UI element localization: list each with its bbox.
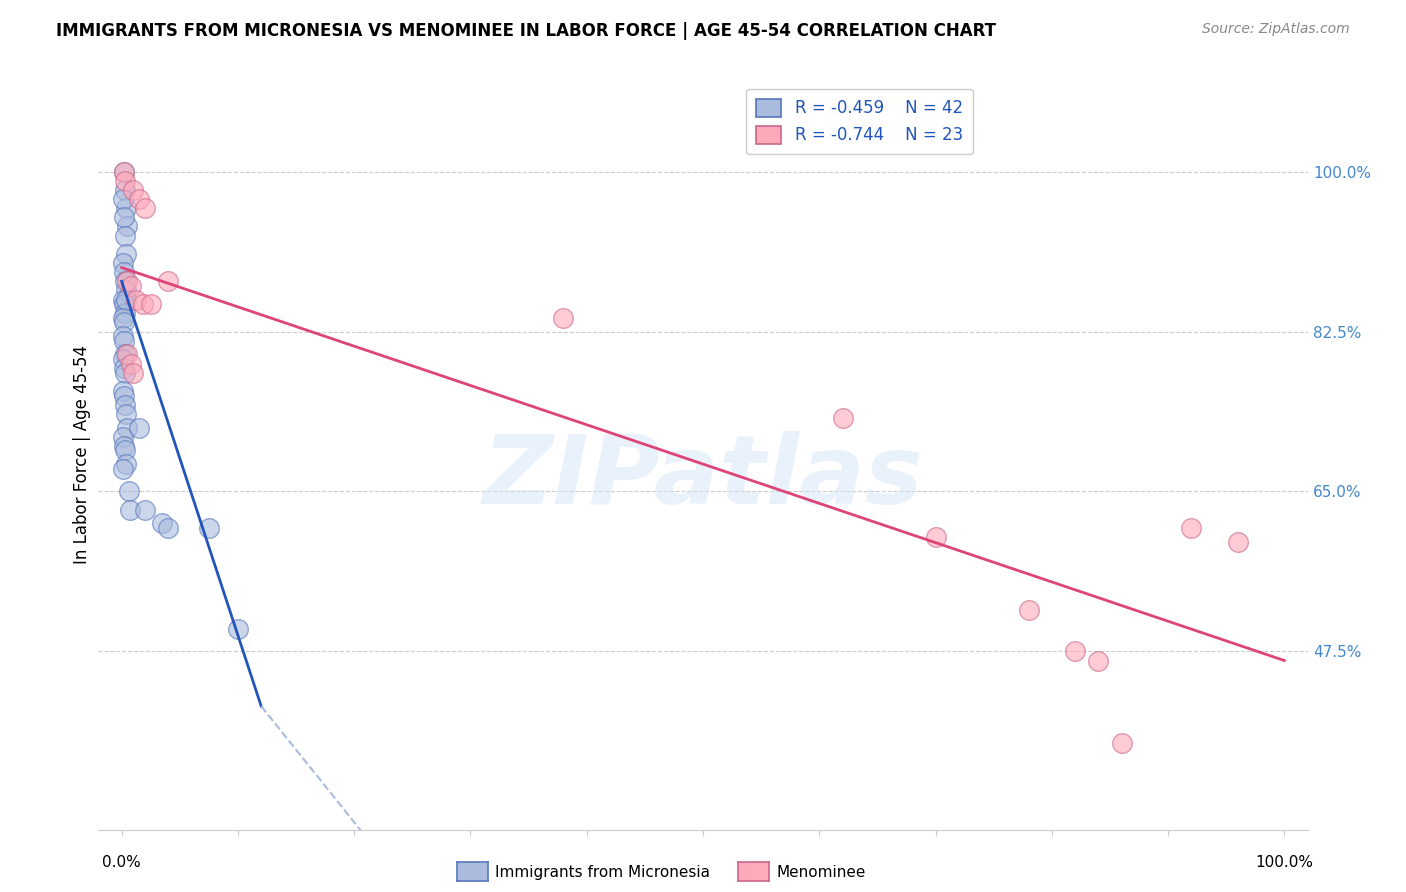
Point	[1180, 521, 1202, 535]
Point	[134, 502, 156, 516]
Point	[120, 357, 142, 371]
Point	[111, 310, 134, 325]
Point	[1111, 736, 1133, 750]
Point	[831, 411, 853, 425]
Point	[122, 183, 145, 197]
Text: Menominee: Menominee	[776, 865, 866, 880]
Point	[111, 329, 134, 343]
Legend: R = -0.459    N = 42, R = -0.744    N = 23: R = -0.459 N = 42, R = -0.744 N = 23	[747, 88, 973, 154]
Point	[115, 407, 138, 421]
Point	[117, 420, 139, 434]
Point	[198, 521, 221, 535]
Point	[111, 192, 134, 206]
Point	[1064, 644, 1087, 658]
Text: 0.0%: 0.0%	[103, 855, 141, 870]
Point	[553, 310, 575, 325]
Point	[112, 164, 135, 178]
Point	[120, 278, 142, 293]
Point	[114, 443, 136, 458]
Point	[122, 366, 145, 380]
Point	[131, 297, 153, 311]
Point	[112, 388, 135, 402]
Point	[1087, 653, 1109, 667]
Point	[114, 398, 136, 412]
Point	[111, 351, 134, 366]
Point	[134, 201, 156, 215]
Point	[114, 183, 136, 197]
Point	[117, 274, 139, 288]
Point	[112, 439, 135, 453]
Point	[924, 530, 946, 544]
Point	[128, 192, 150, 206]
Point	[111, 384, 134, 398]
Point	[114, 306, 136, 320]
Text: 100.0%: 100.0%	[1256, 855, 1313, 870]
Point	[112, 297, 135, 311]
Point	[115, 201, 138, 215]
Y-axis label: In Labor Force | Age 45-54: In Labor Force | Age 45-54	[73, 345, 91, 565]
Point	[118, 484, 141, 499]
Point	[115, 247, 138, 261]
Point	[111, 293, 134, 307]
Point	[111, 256, 134, 270]
Text: Immigrants from Micronesia: Immigrants from Micronesia	[495, 865, 710, 880]
Point	[1226, 534, 1249, 549]
Point	[114, 228, 136, 243]
Point	[1018, 603, 1040, 617]
Point	[114, 366, 136, 380]
Point	[226, 622, 249, 636]
Point	[112, 315, 135, 329]
Point	[112, 361, 135, 376]
Point	[114, 174, 136, 188]
Point	[112, 265, 135, 279]
Point	[111, 430, 134, 444]
Point	[139, 297, 162, 311]
Point	[150, 516, 173, 531]
Point	[117, 219, 139, 234]
Text: IMMIGRANTS FROM MICRONESIA VS MENOMINEE IN LABOR FORCE | AGE 45-54 CORRELATION C: IMMIGRANTS FROM MICRONESIA VS MENOMINEE …	[56, 22, 997, 40]
Point	[118, 502, 141, 516]
Text: Source: ZipAtlas.com: Source: ZipAtlas.com	[1202, 22, 1350, 37]
Text: ZIPatlas: ZIPatlas	[482, 431, 924, 524]
Point	[112, 211, 135, 225]
Point	[115, 284, 138, 298]
Point	[124, 293, 146, 307]
Point	[112, 164, 135, 178]
Point	[117, 347, 139, 361]
Point	[114, 274, 136, 288]
Point	[115, 457, 138, 471]
Point	[157, 521, 180, 535]
Point	[157, 274, 180, 288]
Point	[128, 420, 150, 434]
Point	[114, 347, 136, 361]
Point	[111, 461, 134, 475]
Point	[115, 293, 138, 307]
Point	[112, 334, 135, 348]
